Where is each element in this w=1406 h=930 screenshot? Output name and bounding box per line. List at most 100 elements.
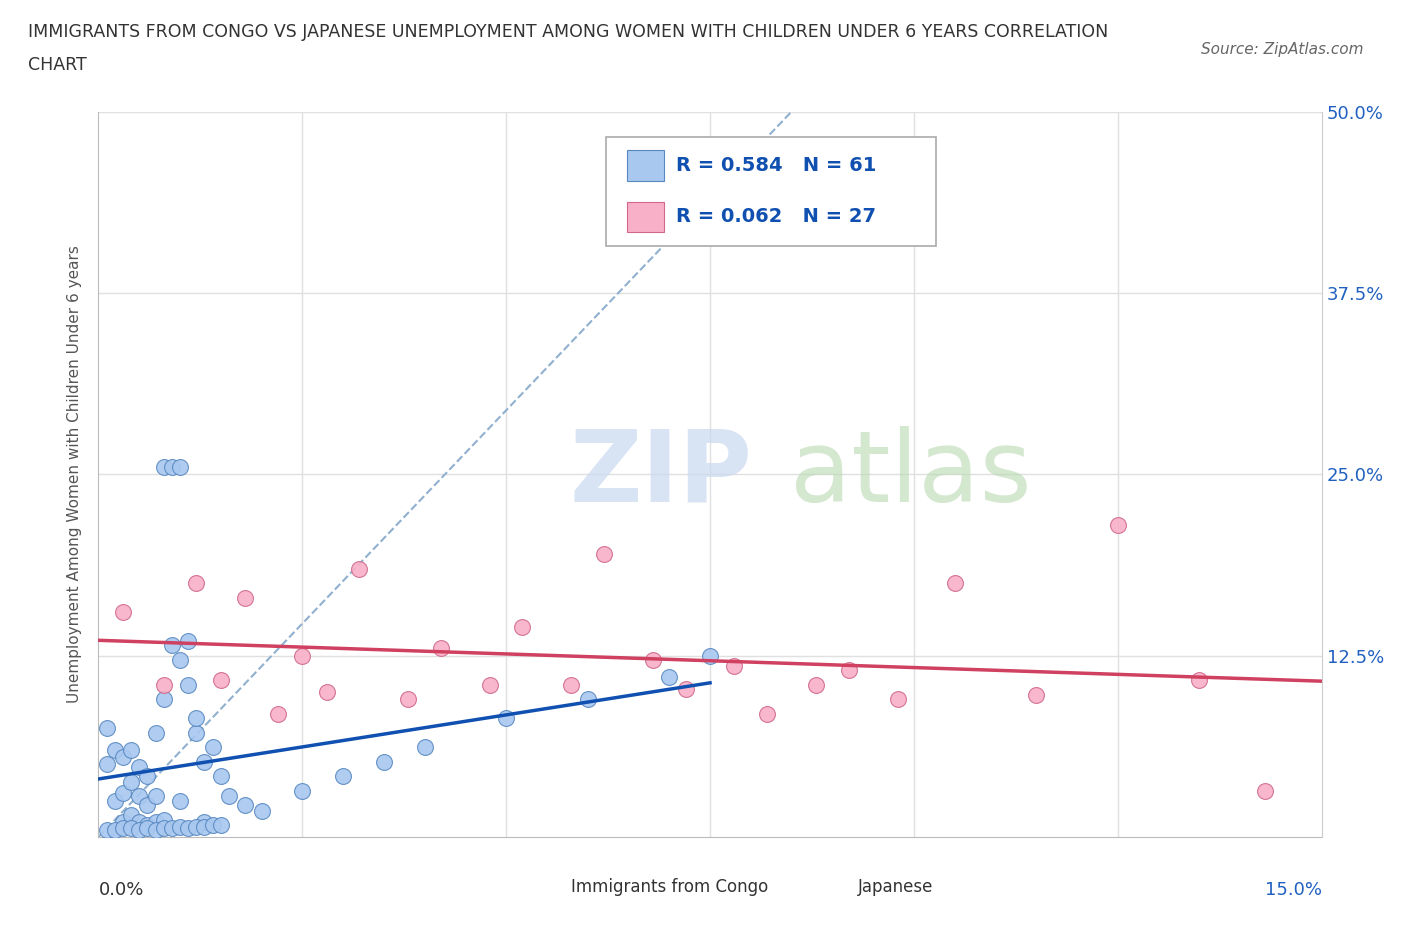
Point [250, 804, 273, 818]
Point [160, 459, 183, 474]
Text: Japanese: Japanese [858, 878, 934, 896]
Point [104, 822, 127, 837]
Point [756, 706, 779, 721]
FancyBboxPatch shape [627, 202, 664, 232]
Point [169, 793, 191, 808]
Point [152, 821, 174, 836]
Point [136, 798, 159, 813]
Point [1025, 687, 1047, 702]
Y-axis label: Unemployment Among Women with Children Under 6 years: Unemployment Among Women with Children U… [67, 246, 83, 703]
Point [177, 633, 200, 648]
Point [186, 576, 208, 591]
Text: ZIP: ZIP [569, 426, 752, 523]
Point [104, 793, 127, 808]
Point [186, 725, 208, 740]
Point [478, 677, 501, 692]
Text: Source: ZipAtlas.com: Source: ZipAtlas.com [1201, 42, 1364, 57]
Point [111, 815, 134, 830]
Point [193, 819, 215, 834]
Point [136, 768, 159, 783]
Point [160, 638, 183, 653]
Point [349, 561, 371, 576]
Point [512, 619, 534, 634]
Text: R = 0.584   N = 61: R = 0.584 N = 61 [676, 156, 876, 175]
Point [169, 819, 191, 834]
Point [495, 711, 517, 725]
Point [145, 789, 167, 804]
Point [152, 677, 174, 692]
Point [560, 677, 582, 692]
Point [804, 677, 827, 692]
Point [201, 739, 224, 754]
Point [193, 754, 215, 769]
Point [111, 821, 134, 836]
Point [209, 818, 232, 833]
Text: IMMIGRANTS FROM CONGO VS JAPANESE UNEMPLOYMENT AMONG WOMEN WITH CHILDREN UNDER 6: IMMIGRANTS FROM CONGO VS JAPANESE UNEMPL… [28, 23, 1108, 41]
Point [152, 812, 174, 827]
Point [120, 821, 142, 836]
Point [430, 641, 453, 656]
Point [201, 818, 224, 833]
Point [136, 818, 159, 833]
Point [128, 760, 150, 775]
Text: Immigrants from Congo: Immigrants from Congo [571, 878, 768, 896]
Point [186, 711, 208, 725]
Point [641, 653, 664, 668]
Point [169, 459, 191, 474]
Point [218, 789, 240, 804]
FancyBboxPatch shape [627, 150, 664, 180]
Point [120, 775, 142, 790]
Point [413, 739, 436, 754]
Point [145, 725, 167, 740]
Point [111, 750, 134, 764]
FancyBboxPatch shape [814, 875, 848, 898]
Point [1253, 783, 1275, 798]
Point [233, 798, 256, 813]
Point [943, 576, 966, 591]
Point [111, 786, 134, 801]
Point [267, 706, 290, 721]
Point [128, 822, 150, 837]
Point [177, 677, 200, 692]
Point [593, 547, 616, 562]
Point [1107, 518, 1129, 533]
Point [291, 783, 314, 798]
Point [291, 648, 314, 663]
FancyBboxPatch shape [526, 875, 561, 898]
FancyBboxPatch shape [606, 137, 936, 246]
Point [136, 821, 159, 836]
Text: 0.0%: 0.0% [98, 881, 143, 898]
Point [128, 815, 150, 830]
Point [838, 663, 860, 678]
Point [120, 742, 142, 757]
Text: CHART: CHART [28, 56, 87, 73]
Point [96, 721, 118, 736]
Text: 15.0%: 15.0% [1264, 881, 1322, 898]
Point [104, 742, 127, 757]
Point [723, 658, 745, 673]
Point [373, 754, 395, 769]
Point [177, 821, 200, 836]
Point [576, 692, 599, 707]
Point [96, 757, 118, 772]
Point [186, 819, 208, 834]
Point [675, 682, 697, 697]
Point [315, 684, 337, 699]
Point [332, 768, 354, 783]
Point [152, 459, 174, 474]
Point [209, 673, 232, 688]
Point [152, 692, 174, 707]
Point [233, 591, 256, 605]
Point [111, 604, 134, 619]
Point [169, 653, 191, 668]
Point [120, 808, 142, 823]
Point [145, 822, 167, 837]
Point [96, 822, 118, 837]
Point [193, 815, 215, 830]
Point [658, 670, 681, 684]
Point [145, 815, 167, 830]
Text: R = 0.062   N = 27: R = 0.062 N = 27 [676, 207, 876, 226]
Point [396, 692, 419, 707]
Text: atlas: atlas [790, 426, 1031, 523]
Point [128, 789, 150, 804]
